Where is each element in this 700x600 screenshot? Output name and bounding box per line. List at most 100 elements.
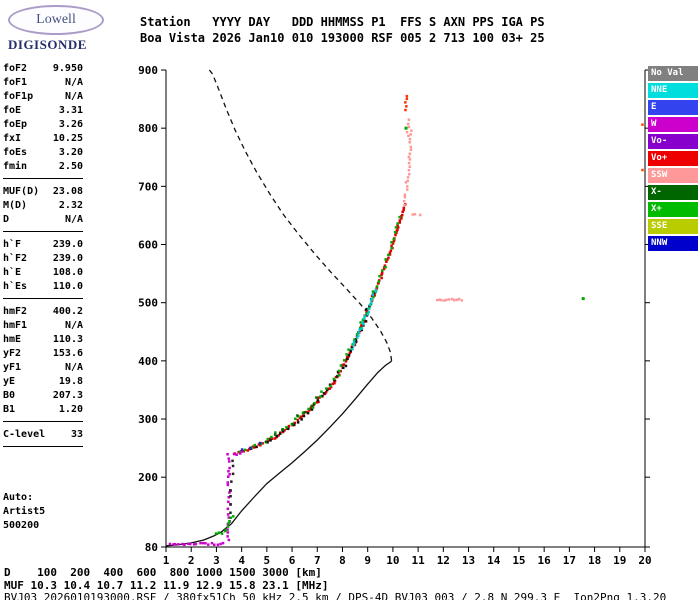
- svg-text:500: 500: [138, 297, 158, 310]
- trace-f-trace-cyan: [351, 288, 378, 351]
- parameter-row: B0 207.3: [3, 389, 83, 403]
- trace-f-trace-green: [238, 215, 401, 454]
- true-height-profile: [165, 360, 393, 547]
- svg-text:13: 13: [462, 554, 475, 567]
- legend-item-nne: NNE: [648, 83, 698, 98]
- parameter-value: 2.50: [58, 161, 83, 172]
- lowell-logo-oval: Lowell: [8, 5, 104, 35]
- trace-f-trace-main-red: [233, 203, 407, 455]
- parameter-label: fmin: [3, 161, 28, 172]
- legend-item-w: W: [648, 117, 698, 132]
- parameter-label: foF1p: [3, 91, 34, 102]
- parameter-label: hmE: [3, 334, 22, 345]
- trace-es-trace: [168, 541, 225, 547]
- parameter-label: foF2: [3, 63, 28, 74]
- parameter-row: yF1 N/A: [3, 361, 83, 375]
- header-labels-row: Station YYYY DAY DDD HHMMSS P1 FFS S AXN…: [140, 15, 545, 29]
- parameter-label: yF1: [3, 362, 22, 373]
- svg-text:400: 400: [138, 355, 158, 368]
- svg-text:600: 600: [138, 239, 158, 252]
- parameter-row: hmE 110.3: [3, 333, 83, 347]
- trace-f-top-pink: [402, 129, 413, 207]
- trace-top-cluster-red: [404, 94, 409, 112]
- trace-f-start-magenta: [232, 450, 244, 456]
- parameter-value: 3.31: [58, 105, 83, 116]
- parameter-value: 23.08: [52, 186, 83, 197]
- parameter-value: 207.3: [52, 390, 83, 401]
- svg-text:9: 9: [364, 554, 371, 567]
- y-axis-ticks: 900 800 700 600 500 400 300 200 80: [138, 64, 650, 554]
- svg-text:14: 14: [487, 554, 501, 567]
- legend-item-x-plus: X+: [648, 202, 698, 217]
- parameter-row: h`Es 110.0: [3, 280, 83, 294]
- parameter-value: 1.20: [58, 404, 83, 415]
- trace-x-trace-pink-bar: [436, 297, 464, 302]
- parameter-value: 108.0: [52, 267, 83, 278]
- svg-text:700: 700: [138, 180, 158, 193]
- svg-text:6: 6: [289, 554, 296, 567]
- parameter-row: D N/A: [3, 213, 83, 227]
- svg-text:1: 1: [163, 554, 170, 567]
- parameter-row: foF1p N/A: [3, 90, 83, 104]
- parameter-label: MUF(D): [3, 186, 40, 197]
- parameter-label: C-level: [3, 429, 46, 440]
- parameter-row: foE 3.31: [3, 104, 83, 118]
- legend-item-e: E: [648, 100, 698, 115]
- svg-text:18: 18: [588, 554, 601, 567]
- parameter-label: h`Es: [3, 281, 28, 292]
- lowell-logo: Lowell DIGISONDE: [8, 5, 128, 53]
- parameter-value: N/A: [64, 362, 83, 373]
- parameter-value: 2.32: [58, 200, 83, 211]
- axes-frame: [165, 70, 646, 548]
- muf-row: MUF 10.3 10.4 10.7 11.2 11.9 12.9 15.8 2…: [4, 579, 329, 592]
- parameter-label: foEs: [3, 147, 28, 158]
- parameter-row: foF2 9.950: [3, 62, 83, 76]
- legend-item-no-val: No Val: [648, 66, 698, 81]
- parameter-row: fmin 2.50: [3, 160, 83, 174]
- parameter-label: yF2: [3, 348, 22, 359]
- header-values-row: Boa Vista 2026 Jan10 010 193000 RSF 005 …: [140, 31, 545, 45]
- parameter-label: yE: [3, 376, 16, 387]
- parameter-value: N/A: [64, 214, 83, 225]
- trace-lower-blue: [240, 441, 262, 451]
- digisonde-brand: DIGISONDE: [8, 37, 87, 52]
- legend-item-x-minus: X-: [648, 185, 698, 200]
- svg-text:300: 300: [138, 413, 158, 426]
- parameter-value: 9.950: [52, 63, 83, 74]
- parameter-label: h`E: [3, 267, 22, 278]
- trace-top-cluster-green: [404, 126, 408, 130]
- group-separator: [3, 446, 83, 447]
- parameter-value: 10.25: [52, 133, 83, 144]
- svg-text:12: 12: [437, 554, 450, 567]
- svg-text:8: 8: [339, 554, 346, 567]
- parameter-value: N/A: [64, 77, 83, 88]
- parameter-value: N/A: [64, 320, 83, 331]
- svg-text:5: 5: [264, 554, 271, 567]
- parameter-value: 3.20: [58, 147, 83, 158]
- group-separator: [3, 178, 83, 179]
- legend-item-vo-plus: Vo+: [648, 151, 698, 166]
- trace-top-cluster-pink: [405, 118, 411, 138]
- legend-item-sse: SSE: [648, 219, 698, 234]
- autoscaling-line: Artist5: [3, 506, 46, 517]
- parameter-value: N/A: [64, 91, 83, 102]
- trace-stray-green-dot: [581, 297, 585, 301]
- group-separator: [3, 231, 83, 232]
- parameter-value: 153.6: [52, 348, 83, 359]
- trace-mid-dark-green: [264, 396, 318, 444]
- trace-e-region-green: [214, 515, 235, 535]
- parameter-label: foEp: [3, 119, 28, 130]
- parameter-label: B0: [3, 390, 16, 401]
- system-info-line: BVJ03_2026010193000.RSF / 380fx51Ch 50 k…: [4, 591, 667, 600]
- parameter-value: 33: [70, 429, 83, 440]
- parameter-row: foEp 3.26: [3, 118, 83, 132]
- parameter-value: 400.2: [52, 306, 83, 317]
- trace-f-trace-dark: [250, 290, 377, 450]
- svg-text:800: 800: [138, 122, 158, 135]
- direction-legend: No Val NNE E W Vo- Vo+ SSW X- X+ SSE NNW: [648, 66, 698, 253]
- parameter-row: B1 1.20: [3, 403, 83, 417]
- svg-text:200: 200: [138, 471, 158, 484]
- group-separator: [3, 298, 83, 299]
